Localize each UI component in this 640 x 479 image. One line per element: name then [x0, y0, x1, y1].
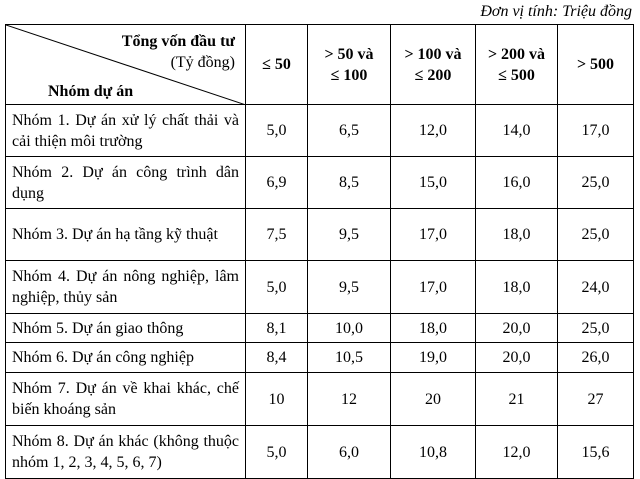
value-cell: 12,0 [475, 425, 558, 479]
table-row: Nhóm 7. Dự án về khai khác, chế biến kho… [5, 372, 634, 426]
table-row: Nhóm 4. Dự án nông nghiệp, lâm nghiệp, t… [5, 260, 634, 314]
row-label: Nhóm 8. Dự án khác (không thuộc nhóm 1, … [5, 425, 246, 479]
value-cell: 25,0 [557, 156, 634, 209]
value-cell: 9,5 [307, 260, 391, 314]
value-cell: 18,0 [390, 313, 476, 343]
value-cell: 27 [557, 372, 634, 426]
value-cell: 18,0 [475, 208, 558, 261]
value-cell: 5,0 [245, 425, 308, 479]
value-cell: 5,0 [245, 104, 308, 157]
unit-note: Đơn vị tính: Triệu đồng [480, 3, 632, 20]
row-label: Nhóm 3. Dự án hạ tầng kỹ thuật [5, 208, 246, 261]
value-cell: 6,9 [245, 156, 308, 209]
value-cell: 17,0 [390, 208, 476, 261]
value-cell: 5,0 [245, 260, 308, 314]
value-cell: 7,5 [245, 208, 308, 261]
column-header-line: ≤ 50 [262, 56, 291, 73]
value-cell: 6,0 [307, 425, 391, 479]
table-row: Nhóm 2. Dự án công trình dân dụng 6,9 8,5 1… [5, 156, 634, 209]
column-header: > 200 và ≤ 500 [475, 24, 558, 105]
table: Tổng vốn đầu tư (Tỷ đồng) Nhóm dự án ≤ 50… [5, 24, 634, 479]
value-cell: 8,1 [245, 313, 308, 343]
column-header-line: > 50 và [324, 45, 374, 63]
column-header-line: ≤ 100 [330, 66, 368, 84]
column-header-line: ≤ 200 [414, 66, 452, 84]
column-header-line: ≤ 500 [498, 66, 535, 84]
value-cell: 12,0 [390, 104, 476, 157]
row-label: Nhóm 7. Dự án về khai khác, chế biến kho… [5, 372, 246, 426]
table-body: Nhóm 1. Dự án xử lý chất thải và cải thi… [5, 104, 634, 479]
column-header: > 100 và ≤ 200 [390, 24, 476, 105]
value-cell: 16,0 [475, 156, 558, 209]
value-cell: 8,5 [307, 156, 391, 209]
column-header-line: > 500 [576, 56, 615, 73]
table-row: Nhóm 5. Dự án giao thông 8,1 10,0 18,0 20,0 2… [5, 313, 634, 343]
row-label: Nhóm 6. Dự án công nghiệp [5, 342, 246, 373]
value-cell: 21 [475, 372, 558, 426]
header-row: Tổng vốn đầu tư (Tỷ đồng) Nhóm dự án ≤ 50… [5, 24, 634, 105]
row-label: Nhóm 5. Dự án giao thông [5, 313, 246, 343]
column-header: ≤ 50 [245, 24, 308, 105]
value-cell: 17,0 [557, 104, 634, 157]
value-cell: 20 [390, 372, 476, 426]
value-cell: 20,0 [475, 342, 558, 373]
value-cell: 12 [307, 372, 391, 426]
value-cell: 20,0 [475, 313, 558, 343]
value-cell: 10 [245, 372, 308, 426]
row-label: Nhóm 1. Dự án xử lý chất thải và cải thi… [5, 104, 246, 157]
value-cell: 8,4 [245, 342, 308, 373]
value-cell: 14,0 [475, 104, 558, 157]
value-cell: 24,0 [557, 260, 634, 314]
value-cell: 15,6 [557, 425, 634, 479]
value-cell: 25,0 [557, 208, 634, 261]
corner-bottom: Nhóm dự án [48, 83, 134, 100]
value-cell: 9,5 [307, 208, 391, 261]
diagonal [6, 25, 246, 105]
value-cell: 10,8 [390, 425, 476, 479]
column-header: > 500 [557, 24, 634, 105]
column-header: > 50 và ≤ 100 [307, 24, 391, 105]
corner-cell: Tổng vốn đầu tư (Tỷ đồng) Nhóm dự án [5, 24, 246, 105]
column-header-line: > 200 và [487, 45, 546, 63]
value-cell: 26,0 [557, 342, 634, 373]
row-label: Nhóm 4. Dự án nông nghiệp, lâm nghiệp, t… [5, 260, 246, 314]
value-cell: 10,5 [307, 342, 391, 373]
table-row: Nhóm 8. Dự án khác (không thuộc nhóm 1, … [5, 425, 634, 479]
column-header-line: > 100 và [404, 45, 462, 63]
row-label: Nhóm 2. Dự án công trình dân dụng [5, 156, 246, 209]
value-cell: 18,0 [475, 260, 558, 314]
table-row: Nhóm 1. Dự án xử lý chất thải và cải thi… [5, 104, 634, 157]
table-row: Nhóm 6. Dự án công nghiệp 8,4 10,5 19,0 20,0… [5, 342, 634, 373]
value-cell: 15,0 [390, 156, 476, 209]
value-cell: 17,0 [390, 260, 476, 314]
value-cell: 19,0 [390, 342, 476, 373]
value-cell: 25,0 [557, 313, 634, 343]
value-cell: 6,5 [307, 104, 391, 157]
corner-top-text: Tổng vốn đầu tư [121, 33, 235, 50]
corner-top-unit: (Tỷ đồng) [170, 54, 235, 71]
corner-top: Tổng vốn đầu tư (Tỷ đồng) [122, 31, 235, 73]
value-cell: 10,0 [307, 313, 391, 343]
table-row: Nhóm 3. Dự án hạ tầng kỹ thuật 7,5 9,5 17,0… [5, 208, 634, 261]
